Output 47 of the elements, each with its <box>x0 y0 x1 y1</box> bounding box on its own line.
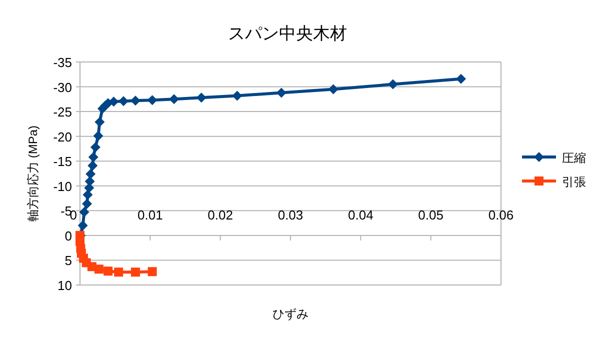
y-tick-label: -10 <box>53 178 72 194</box>
point <box>456 74 466 84</box>
point <box>88 152 98 162</box>
point <box>148 267 157 276</box>
y-axis-title: 軸方向応力 (MPa) <box>26 125 40 222</box>
point <box>82 190 93 200</box>
point <box>78 220 88 231</box>
point <box>84 176 95 186</box>
point <box>196 92 206 103</box>
y-tick-label: -30 <box>53 80 72 95</box>
point <box>104 266 113 276</box>
point <box>114 268 124 277</box>
x-tick-label: 0.05 <box>418 207 444 222</box>
x-tick-label: 0.06 <box>488 207 514 222</box>
point <box>147 95 158 106</box>
legend-label: 引張 <box>562 175 586 189</box>
point <box>94 116 105 127</box>
point <box>82 198 92 209</box>
x-axis-title: ひずみ <box>272 307 308 321</box>
point <box>79 207 90 218</box>
x-tick-label: 0.01 <box>138 207 163 222</box>
point <box>276 88 286 98</box>
point <box>388 79 398 90</box>
point <box>88 160 98 171</box>
point <box>118 96 129 106</box>
y-tick-label: 5 <box>64 253 72 268</box>
legend-label: 圧縮 <box>562 151 586 165</box>
x-tick-label: 0.03 <box>278 207 304 222</box>
point <box>130 268 140 277</box>
y-tick-label: -35 <box>53 55 72 70</box>
y-tick-label: 10 <box>58 278 72 293</box>
point <box>130 96 140 106</box>
point <box>94 264 104 274</box>
point <box>93 130 104 141</box>
y-tick-label: -20 <box>53 129 72 144</box>
point <box>86 168 96 179</box>
y-tick-label: 0 <box>64 228 72 244</box>
point <box>169 94 180 104</box>
point <box>108 96 119 107</box>
x-tick-label: 0.02 <box>208 207 233 222</box>
y-tick-label: -15 <box>53 154 72 170</box>
point <box>90 142 100 152</box>
y-tick-label: -25 <box>53 104 72 120</box>
x-tick-label: 0.04 <box>348 207 374 222</box>
point <box>328 84 338 94</box>
point <box>232 90 242 101</box>
chart-title: スパン中央木材 <box>228 24 347 43</box>
